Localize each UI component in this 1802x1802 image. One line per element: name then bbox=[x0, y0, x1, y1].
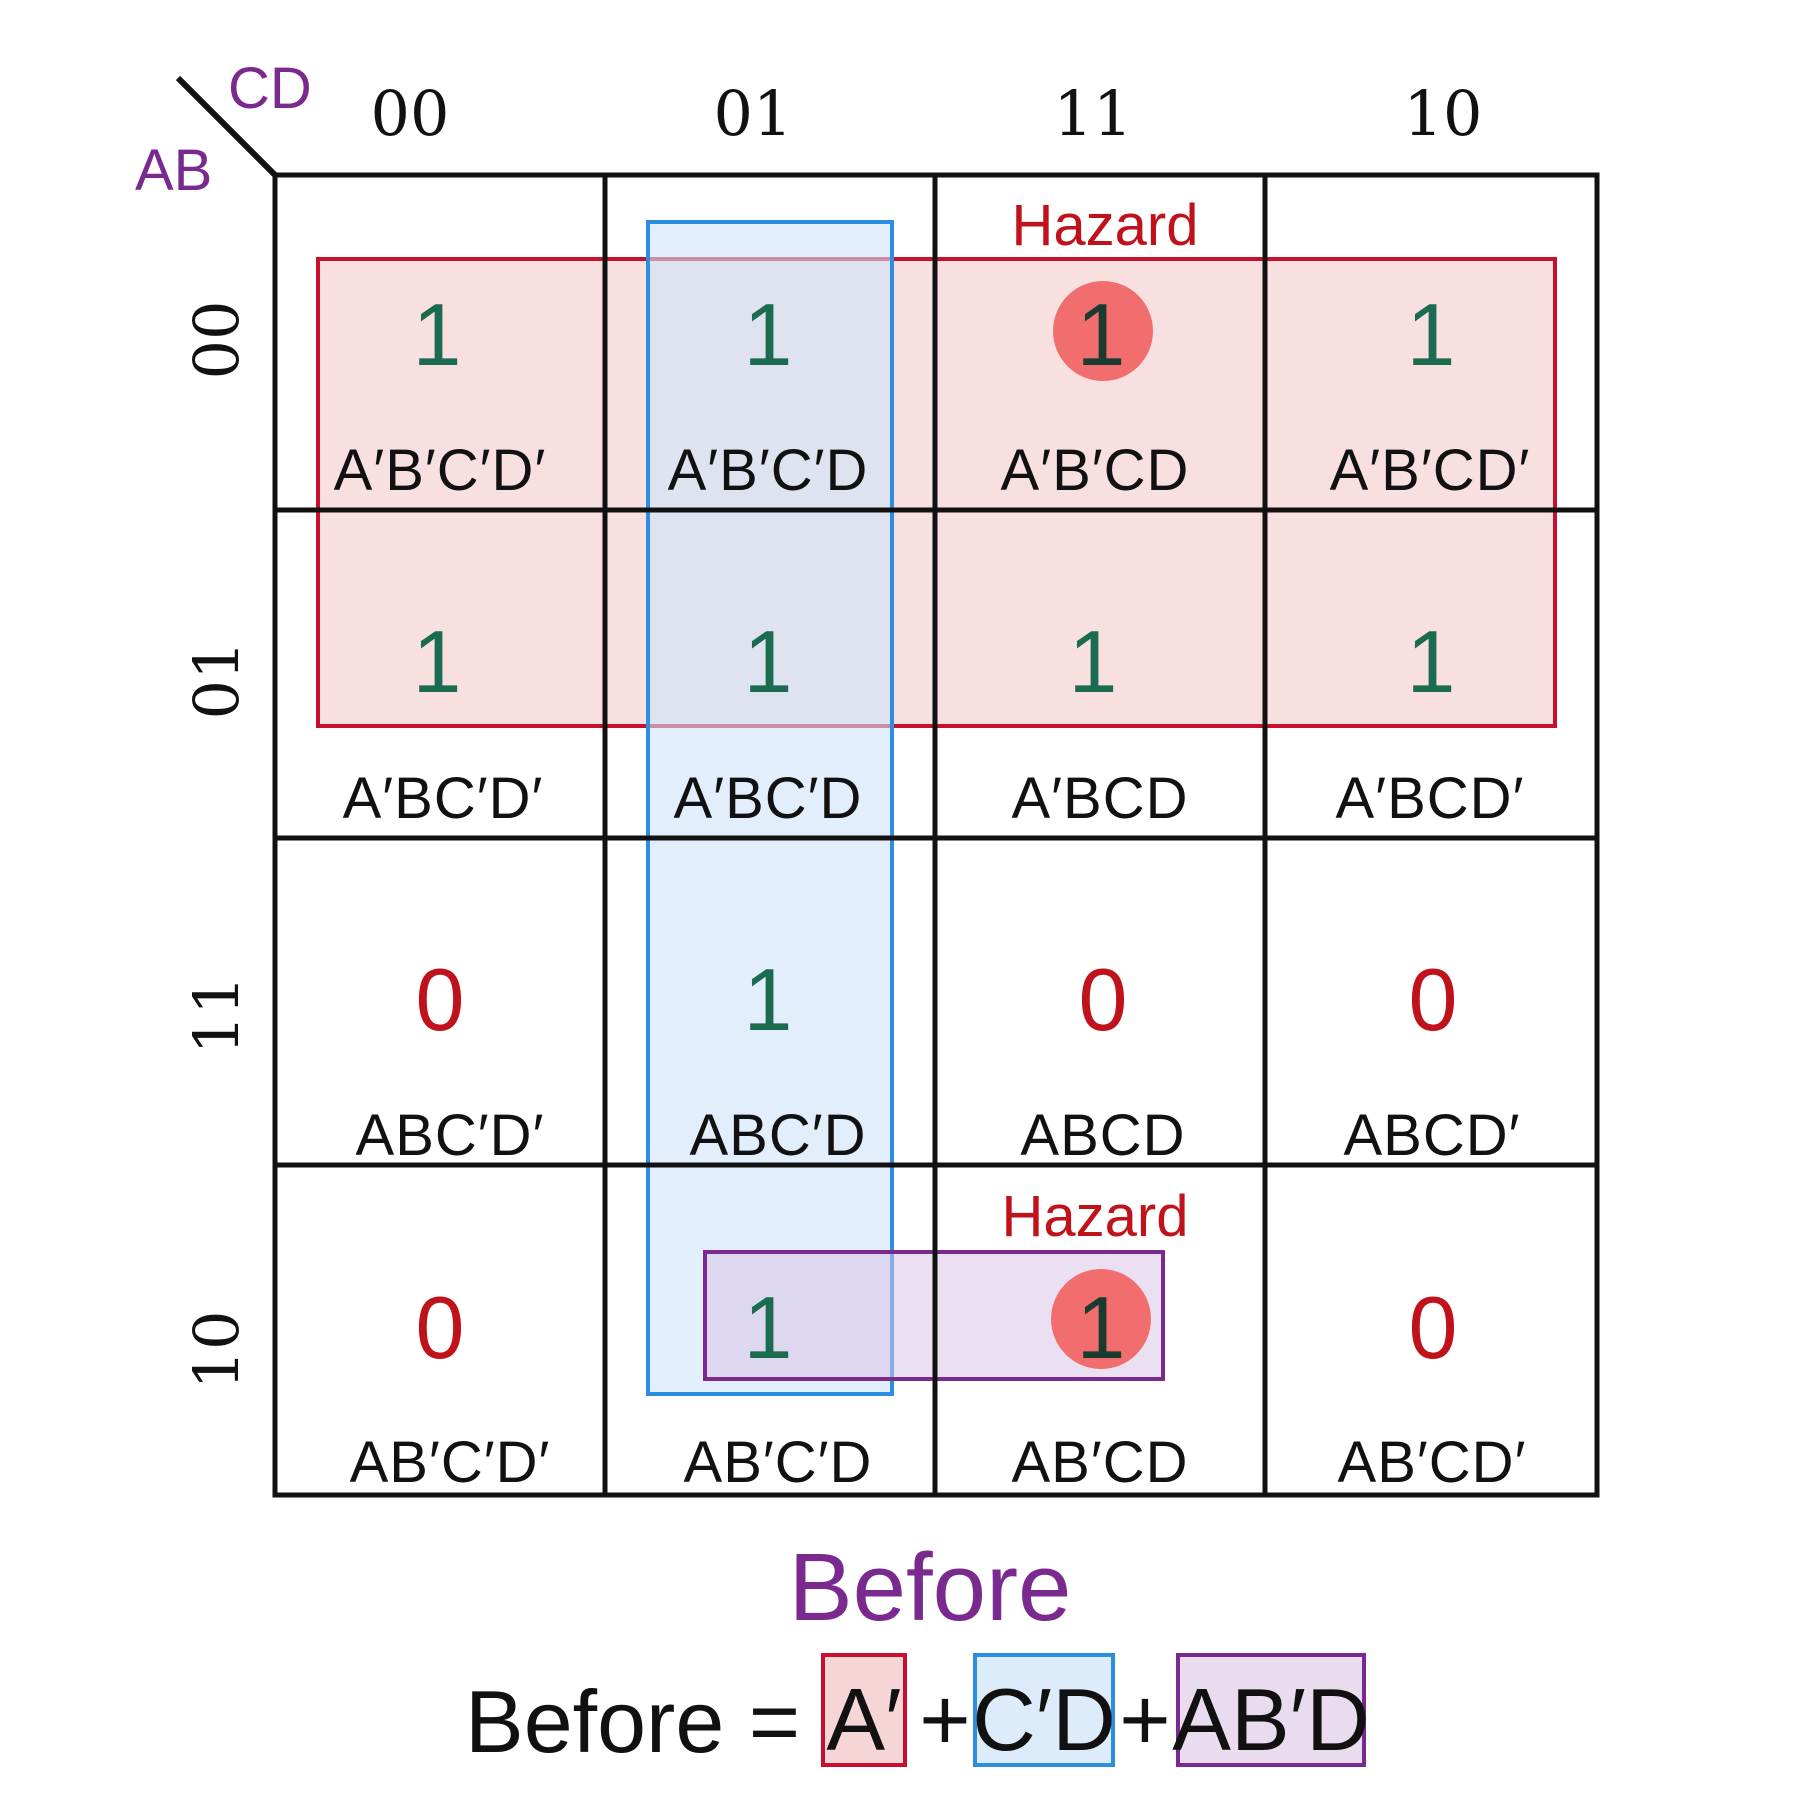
column-header-01: 01 bbox=[714, 77, 793, 150]
hazard-dot-top bbox=[1053, 281, 1153, 381]
cell-value: 1 bbox=[1407, 612, 1456, 711]
col-vars-label: CD bbox=[228, 56, 312, 121]
cell-value: 0 bbox=[1409, 1278, 1458, 1377]
cell-term: A′BCD bbox=[1011, 766, 1188, 831]
expression-plus-1: + bbox=[919, 1670, 970, 1769]
cell-term: A′B′CD′ bbox=[1330, 438, 1531, 503]
cell-term: AB′CD bbox=[1011, 1430, 1188, 1495]
corner-diagonal bbox=[175, 75, 278, 178]
cell-term: AB′C′D bbox=[684, 1430, 873, 1495]
kmap-grid bbox=[272, 172, 1600, 1498]
cell-term: ABCD′ bbox=[1343, 1103, 1520, 1168]
boolean-expression: Before = A′ + C′D + AB′D bbox=[465, 1653, 1370, 1771]
column-header-00: 00 bbox=[371, 77, 450, 150]
cell-value: 1 bbox=[744, 285, 793, 384]
cell-value: 1 bbox=[1077, 285, 1126, 384]
term-box-blue bbox=[973, 1653, 1115, 1767]
cell-term: A′B′C′D bbox=[668, 438, 869, 503]
cell-value: 1 bbox=[744, 612, 793, 711]
column-header-11: 11 bbox=[1054, 77, 1133, 150]
caption-title: Before bbox=[789, 1534, 1072, 1641]
row-header-00: 00 bbox=[180, 301, 253, 380]
cell-term: ABC′D bbox=[689, 1103, 866, 1168]
hazard-dot-bottom bbox=[1051, 1269, 1151, 1369]
kmap-cells: 1 A′B′C′D′ 1 A′B′C′D 1 A′B′CD 1 A′B′CD′ … bbox=[334, 285, 1531, 1495]
row-header-11: 11 bbox=[180, 976, 253, 1055]
cell-value: 1 bbox=[744, 950, 793, 1049]
column-header-10: 10 bbox=[1404, 77, 1483, 150]
cell-term: AB′CD′ bbox=[1338, 1430, 1527, 1495]
expression-term-2: C′D bbox=[972, 1670, 1116, 1769]
cell-value: 1 bbox=[1069, 612, 1118, 711]
cell-value: 1 bbox=[1407, 285, 1456, 384]
cell-term: ABCD bbox=[1020, 1103, 1185, 1168]
row-vars-label: AB bbox=[135, 138, 212, 203]
cell-value: 1 bbox=[413, 612, 462, 711]
expression-lhs: Before = bbox=[465, 1672, 800, 1771]
expression-term-1: A′ bbox=[826, 1670, 901, 1769]
row-header-01: 01 bbox=[180, 641, 253, 720]
cell-value: 0 bbox=[416, 1278, 465, 1377]
term-box-red bbox=[821, 1653, 907, 1767]
cell-value: 1 bbox=[744, 1278, 793, 1377]
cell-term: A′B′CD bbox=[1001, 438, 1190, 503]
cell-term: A′BC′D bbox=[674, 766, 863, 831]
cell-term: A′B′C′D′ bbox=[334, 438, 547, 503]
row-header-10: 10 bbox=[180, 1311, 253, 1390]
cell-term: ABC′D′ bbox=[356, 1103, 545, 1168]
group-c-prime-d bbox=[646, 220, 894, 1396]
cell-term: AB′C′D′ bbox=[350, 1430, 551, 1495]
cell-value: 1 bbox=[1077, 1278, 1126, 1377]
term-box-purple bbox=[1176, 1653, 1366, 1767]
cell-term: A′BC′D′ bbox=[343, 766, 544, 831]
cell-term: A′BCD′ bbox=[1336, 766, 1525, 831]
cell-value: 1 bbox=[413, 285, 462, 384]
expression-plus-2: + bbox=[1119, 1670, 1170, 1769]
cell-value: 0 bbox=[1409, 950, 1458, 1049]
hazard-label-bottom: Hazard bbox=[1002, 1184, 1189, 1249]
hazard-label-top: Hazard bbox=[1012, 193, 1199, 258]
expression-term-3: AB′D bbox=[1172, 1670, 1369, 1769]
cell-value: 0 bbox=[416, 950, 465, 1049]
cell-value: 0 bbox=[1079, 950, 1128, 1049]
